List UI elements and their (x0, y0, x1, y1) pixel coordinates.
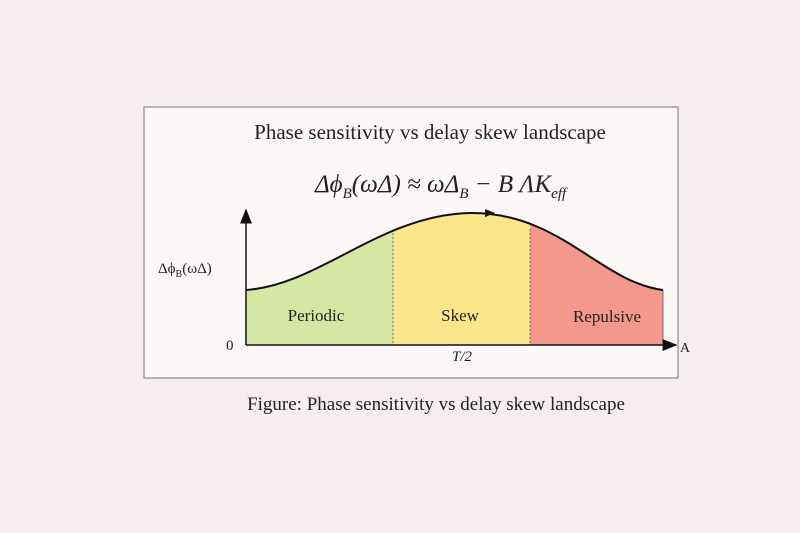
figure-title: Phase sensitivity vs delay skew landscap… (254, 120, 606, 144)
eq-part: − B ΛK (469, 171, 553, 198)
x-axis-label: A (680, 341, 691, 356)
curve (245, 211, 664, 291)
eq-sub: B (343, 186, 352, 202)
eq-sub: eff (551, 186, 568, 202)
y-axis-label: ΔϕB(ωΔ) (158, 261, 212, 280)
region-label: Skew (441, 306, 480, 325)
region-label: Repulsive (573, 307, 641, 326)
y-label-rest: (ωΔ) (182, 261, 212, 277)
eq-part: (ωΔ) ≈ ωΔ (352, 171, 460, 198)
y-label-sub: B (176, 269, 183, 280)
equation: ΔϕB(ωΔ) ≈ ωΔB − B ΛKeff (314, 171, 568, 202)
y-label-main: Δϕ (158, 261, 176, 277)
caption: Figure: Phase sensitivity vs delay skew … (247, 394, 625, 415)
origin-label: 0 (226, 338, 234, 354)
region-label: Periodic (288, 306, 345, 325)
eq-sub: B (459, 186, 468, 202)
region-skew (393, 212, 530, 345)
eq-part: Δϕ (314, 171, 343, 198)
x-tick-label: T/2 (452, 349, 473, 365)
